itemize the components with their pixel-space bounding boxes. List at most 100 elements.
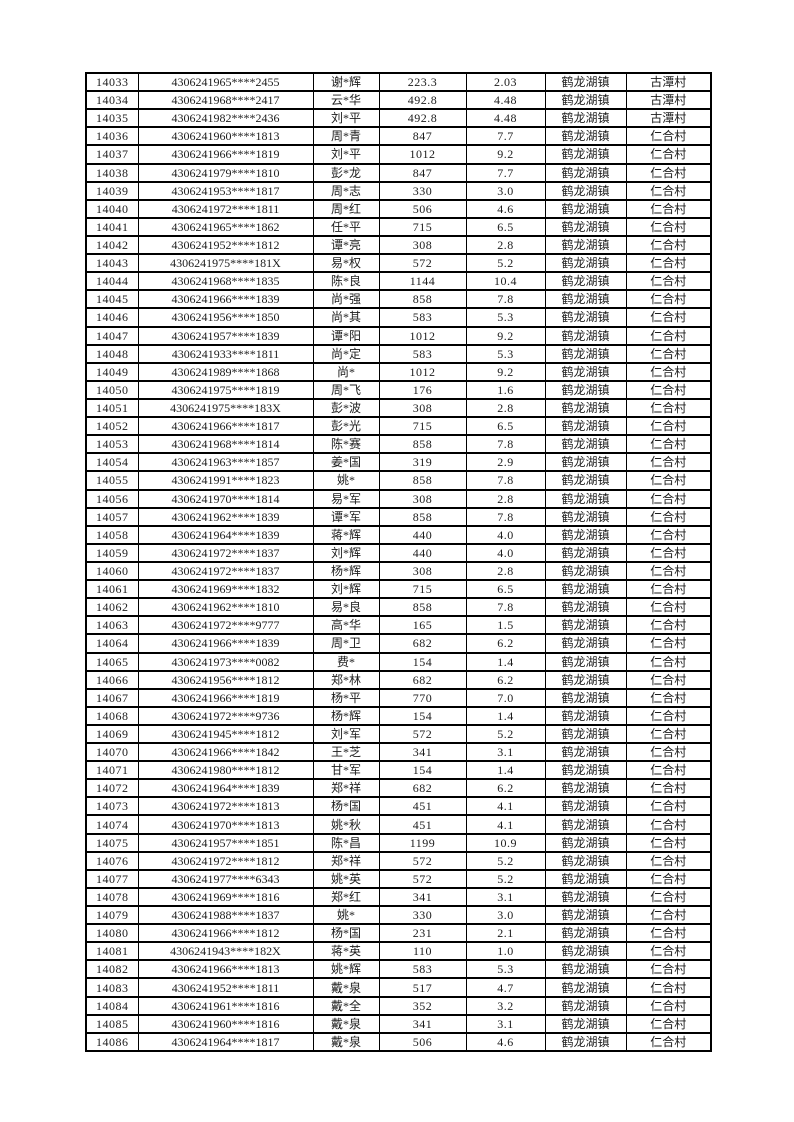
table-row: 14074 4306241970****1813 姚*秋 451 4.1 鹤龙湖镇 仁合村 [85, 814, 712, 835]
table-row: 14042 4306241952****1812 谭*亮 308 2.8 鹤龙湖镇 仁合村 [85, 234, 712, 256]
cell-quantity: 5.3 [465, 307, 546, 328]
cell-quantity: 6.2 [465, 778, 546, 799]
table-row: 14060 4306241972****1837 杨*辉 308 2.8 鹤龙湖镇 仁合村 [85, 560, 712, 582]
cell-serial-number: 14039 [85, 180, 139, 201]
cell-id-card-masked: 4306241980****1812 [137, 760, 314, 781]
cell-town: 鹤龙湖镇 [544, 579, 627, 600]
cell-town: 鹤龙湖镇 [544, 234, 627, 256]
cell-quantity: 7.8 [465, 289, 546, 310]
cell-amount: 572 [378, 850, 467, 871]
table-row: 14079 4306241988****1837 姚* 330 3.0 鹤龙湖镇 仁合村 [85, 905, 712, 926]
table-row: 14082 4306241966****1813 姚*辉 583 5.3 鹤龙湖镇 仁合村 [85, 959, 712, 980]
cell-town: 鹤龙湖镇 [544, 144, 627, 165]
cell-amount: 1012 [378, 361, 467, 382]
cell-town: 鹤龙湖镇 [544, 742, 627, 763]
cell-name-masked: 刘*辉 [312, 579, 380, 600]
table-row: 14080 4306241966****1812 杨*国 231 2.1 鹤龙湖镇 仁合村 [85, 923, 712, 944]
cell-id-card-masked: 4306241956****1850 [137, 307, 314, 328]
cell-name-masked: 谭*军 [312, 506, 380, 527]
cell-serial-number: 14074 [85, 814, 139, 835]
table-row: 14055 4306241991****1823 姚* 858 7.8 鹤龙湖镇 仁合村 [85, 470, 712, 491]
cell-village: 仁合村 [625, 361, 712, 382]
cell-amount: 308 [378, 560, 467, 582]
roster-table-body: 14033 4306241965****2455 谢*辉 223.3 2.03 鹤龙湖镇 古… [85, 71, 712, 1053]
cell-serial-number: 14084 [85, 995, 139, 1016]
cell-quantity: 2.8 [465, 488, 546, 509]
cell-quantity: 1.4 [465, 760, 546, 781]
cell-village: 仁合村 [625, 796, 712, 817]
cell-quantity: 2.03 [465, 71, 546, 93]
cell-village: 仁合村 [625, 687, 712, 708]
cell-id-card-masked: 4306241966****1842 [137, 742, 314, 763]
table-row: 14033 4306241965****2455 谢*辉 223.3 2.03 鹤龙湖镇古… [85, 71, 712, 93]
cell-name-masked: 周*飞 [312, 379, 380, 400]
cell-serial-number: 14054 [85, 452, 139, 473]
cell-quantity: 9.2 [465, 144, 546, 165]
cell-quantity: 4.48 [465, 90, 546, 111]
cell-serial-number: 14060 [85, 560, 139, 582]
cell-town: 鹤龙湖镇 [544, 1031, 627, 1053]
cell-name-masked: 戴*泉 [312, 1031, 380, 1053]
cell-id-card-masked: 4306241988****1837 [137, 905, 314, 926]
cell-name-masked: 姚*英 [312, 868, 380, 889]
cell-village: 仁合村 [625, 434, 712, 455]
table-row: 14051 4306241975****183X 彭*波 308 2.8 鹤龙湖镇 仁合村 [85, 397, 712, 419]
cell-name-masked: 谢*辉 [312, 71, 380, 93]
cell-village: 仁合村 [625, 941, 712, 962]
cell-amount: 154 [378, 705, 467, 726]
cell-amount: 492.8 [378, 108, 467, 129]
cell-name-masked: 易*军 [312, 488, 380, 509]
cell-id-card-masked: 4306241989****1868 [137, 361, 314, 382]
cell-name-masked: 陈*赛 [312, 434, 380, 455]
cell-town: 鹤龙湖镇 [544, 995, 627, 1016]
cell-amount: 440 [378, 542, 467, 563]
cell-id-card-masked: 4306241957****1839 [137, 325, 314, 346]
cell-town: 鹤龙湖镇 [544, 832, 627, 853]
cell-quantity: 5.2 [465, 868, 546, 889]
cell-name-masked: 任*平 [312, 216, 380, 237]
cell-quantity: 1.5 [465, 615, 546, 636]
cell-amount: 1012 [378, 325, 467, 346]
table-row: 14038 4306241979****1810 彭*龙 847 7.7 鹤龙湖镇 仁合村 [85, 162, 712, 183]
table-row: 14078 4306241969****1816 郑*红 341 3.1 鹤龙湖镇 仁合村 [85, 886, 712, 908]
cell-id-card-masked: 4306241969****1816 [137, 886, 314, 908]
cell-id-card-masked: 4306241964****1839 [137, 778, 314, 799]
cell-amount: 506 [378, 198, 467, 219]
table-row: 14064 4306241966****1839 周*卫 682 6.2 鹤龙湖镇 仁合村 [85, 633, 712, 654]
cell-quantity: 10.9 [465, 832, 546, 853]
cell-village: 仁合村 [625, 379, 712, 400]
table-row: 14067 4306241966****1819 杨*平 770 7.0 鹤龙湖镇 仁合村 [85, 687, 712, 708]
cell-serial-number: 14077 [85, 868, 139, 889]
cell-serial-number: 14043 [85, 253, 139, 274]
cell-village: 仁合村 [625, 778, 712, 799]
cell-village: 仁合村 [625, 723, 712, 745]
cell-name-masked: 谭*亮 [312, 234, 380, 256]
cell-quantity: 5.2 [465, 723, 546, 745]
cell-amount: 770 [378, 687, 467, 708]
cell-id-card-masked: 4306241975****181X [137, 253, 314, 274]
cell-village: 仁合村 [625, 325, 712, 346]
cell-id-card-masked: 4306241975****1819 [137, 379, 314, 400]
cell-id-card-masked: 4306241973****0082 [137, 651, 314, 672]
cell-id-card-masked: 4306241960****1813 [137, 126, 314, 147]
cell-amount: 352 [378, 995, 467, 1016]
cell-amount: 858 [378, 506, 467, 527]
cell-amount: 517 [378, 977, 467, 998]
cell-amount: 583 [378, 343, 467, 364]
cell-town: 鹤龙湖镇 [544, 162, 627, 183]
cell-quantity: 1.6 [465, 379, 546, 400]
cell-quantity: 5.2 [465, 253, 546, 274]
cell-amount: 492.8 [378, 90, 467, 111]
cell-serial-number: 14036 [85, 126, 139, 147]
cell-quantity: 7.8 [465, 470, 546, 491]
cell-quantity: 4.0 [465, 542, 546, 563]
cell-amount: 341 [378, 742, 467, 763]
cell-village: 仁合村 [625, 760, 712, 781]
cell-serial-number: 14067 [85, 687, 139, 708]
cell-serial-number: 14046 [85, 307, 139, 328]
cell-town: 鹤龙湖镇 [544, 977, 627, 998]
table-row: 14072 4306241964****1839 郑*祥 682 6.2 鹤龙湖镇 仁合村 [85, 778, 712, 799]
cell-id-card-masked: 4306241977****6343 [137, 868, 314, 889]
cell-town: 鹤龙湖镇 [544, 524, 627, 545]
cell-serial-number: 14071 [85, 760, 139, 781]
